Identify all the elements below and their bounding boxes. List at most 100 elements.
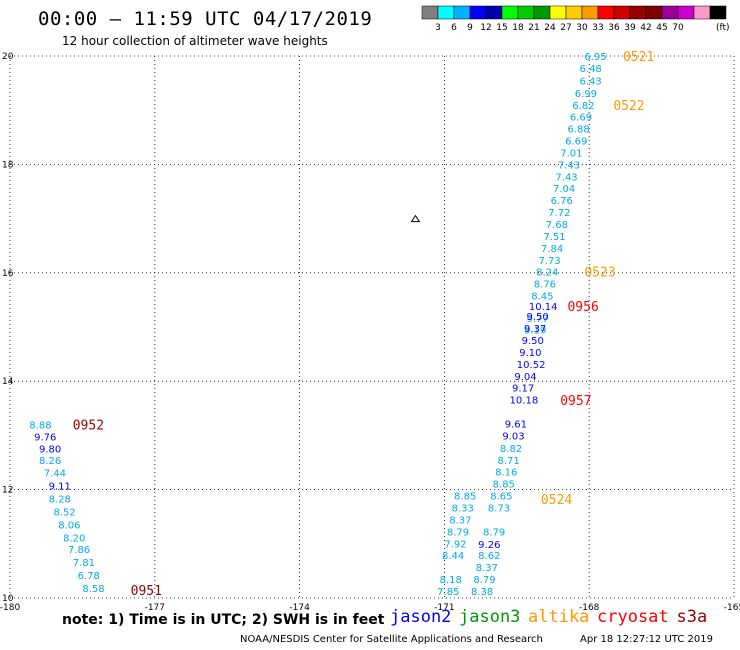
legend-tick: 9 (467, 23, 473, 33)
data-label: 9.61 (505, 419, 527, 430)
legend-swatch (645, 5, 663, 20)
data-label: 9.03 (502, 431, 524, 442)
legend-swatch (549, 5, 567, 20)
data-label: 8.79 (483, 527, 505, 538)
data-label: 8.71 (497, 456, 519, 467)
data-label: 7.43 (558, 160, 580, 171)
legend-swatch (437, 5, 455, 20)
data-label: 7.72 (548, 208, 570, 219)
mission-s3a: s3a (676, 607, 708, 627)
data-label: 8.58 (82, 584, 104, 595)
data-label: 9.37 (524, 324, 546, 335)
pass-annotation: 0951 (131, 584, 162, 599)
legend-unit: (ft) (716, 23, 730, 33)
location-marker (410, 214, 421, 223)
legend-tick: 21 (528, 23, 539, 33)
pass-annotation: 0952 (73, 419, 104, 434)
mission-cryosat: cryosat (597, 607, 669, 627)
data-label: 8.18 (440, 575, 462, 586)
legend-swatch (661, 5, 679, 20)
data-label: 8.28 (49, 494, 71, 505)
data-label: 7.86 (68, 545, 90, 556)
y-tick-label: 10 (2, 594, 14, 604)
data-label: 8.79 (473, 575, 495, 586)
data-label: 8.85 (493, 480, 515, 491)
x-tick-label: -174 (289, 603, 310, 613)
data-label: 8.38 (471, 587, 493, 598)
legend-tick: 33 (592, 23, 603, 33)
mission-altika: altika (528, 607, 590, 627)
axes: -180 -177 -174 -171 -168 -165 10 12 14 16 18 20 (0, 52, 740, 613)
mission-jason2: jason2 (390, 607, 452, 627)
legend-swatch (517, 5, 535, 20)
data-label: 7.85 (437, 587, 459, 598)
legend-tick: 70 (672, 23, 684, 33)
data-label: 6.88 (567, 125, 589, 136)
data-label: 8.20 (63, 533, 85, 544)
legend-swatch (469, 5, 487, 20)
data-label: 7.81 (73, 558, 95, 569)
data-label: 6.69 (565, 137, 587, 148)
data-label: 9.50 (526, 312, 548, 323)
legend-swatch (421, 5, 439, 20)
data-label: 8.85 (454, 492, 476, 503)
data-label: 8.88 (29, 421, 51, 432)
data-label: 7.68 (546, 220, 568, 231)
legend-swatch (565, 5, 583, 20)
data-label: 9.19 (524, 326, 546, 337)
data-label: 7.92 (444, 539, 466, 550)
legend-tick: 12 (480, 23, 491, 33)
data-label: 9.50 (522, 336, 544, 347)
data-label: 7.73 (539, 256, 561, 267)
pass-annotation: 0524 (541, 493, 572, 508)
legend-swatch (677, 5, 695, 20)
pass-annotation: 0957 (560, 394, 591, 409)
x-tick-label: -168 (579, 603, 600, 613)
data-label: 8.37 (449, 515, 471, 526)
data-label: 8.52 (53, 507, 75, 518)
legend-swatch (581, 5, 599, 20)
legend-swatch (453, 5, 471, 20)
data-label: 8.62 (478, 551, 500, 562)
data-label: 6.95 (584, 52, 606, 63)
data-label: 6.43 (580, 76, 602, 87)
data-label: 7.43 (555, 172, 577, 183)
grid-lines (9, 55, 735, 599)
data-label: 8.73 (488, 503, 510, 514)
legend-swatch (597, 5, 615, 20)
x-tick-label: -180 (0, 603, 20, 613)
legend-tick: 27 (560, 23, 571, 33)
y-tick-label: 20 (2, 52, 14, 62)
x-tick-label: -165 (724, 603, 740, 613)
page-title: 00:00 – 11:59 UTC 04/17/2019 (38, 8, 373, 30)
data-label: 7.01 (560, 148, 582, 159)
data-label: 7.51 (543, 232, 565, 243)
data-label: 8.16 (495, 468, 517, 479)
data-label: 9.26 (478, 540, 500, 551)
data-label: 10.18 (510, 396, 539, 407)
legend-tick: 18 (512, 23, 524, 33)
data-label: 9.11 (49, 481, 71, 492)
data-label: 6.82 (572, 101, 594, 112)
legend-swatch (485, 5, 503, 20)
legend-swatch (613, 5, 631, 20)
legend-tick: 24 (544, 23, 556, 33)
data-label: 8.37 (476, 563, 498, 574)
pass-annotations: 0521 0522 0523 0524 0956 0957 0952 0951 (73, 50, 655, 599)
legend-tick: 6 (451, 23, 457, 33)
data-label: 6.69 (570, 113, 592, 124)
data-label: 10.52 (517, 360, 546, 371)
data-label: 8.24 (536, 268, 558, 279)
legend-swatch (533, 5, 551, 20)
legend-tick: 30 (576, 23, 588, 33)
x-tick-label: -177 (145, 603, 165, 613)
legend-swatch (501, 5, 519, 20)
data-label: 8.65 (490, 492, 512, 503)
legend-tick: 45 (656, 23, 667, 33)
x-tick-label: -171 (434, 603, 454, 613)
data-labels: 8.88 8.267.44 8.28 8.52 8.06 8.207.86 7.81 6.78… (29, 52, 606, 598)
data-label: 8.82 (500, 444, 522, 455)
data-label: 7.04 (553, 184, 575, 195)
data-label: 9.80 (39, 444, 61, 455)
